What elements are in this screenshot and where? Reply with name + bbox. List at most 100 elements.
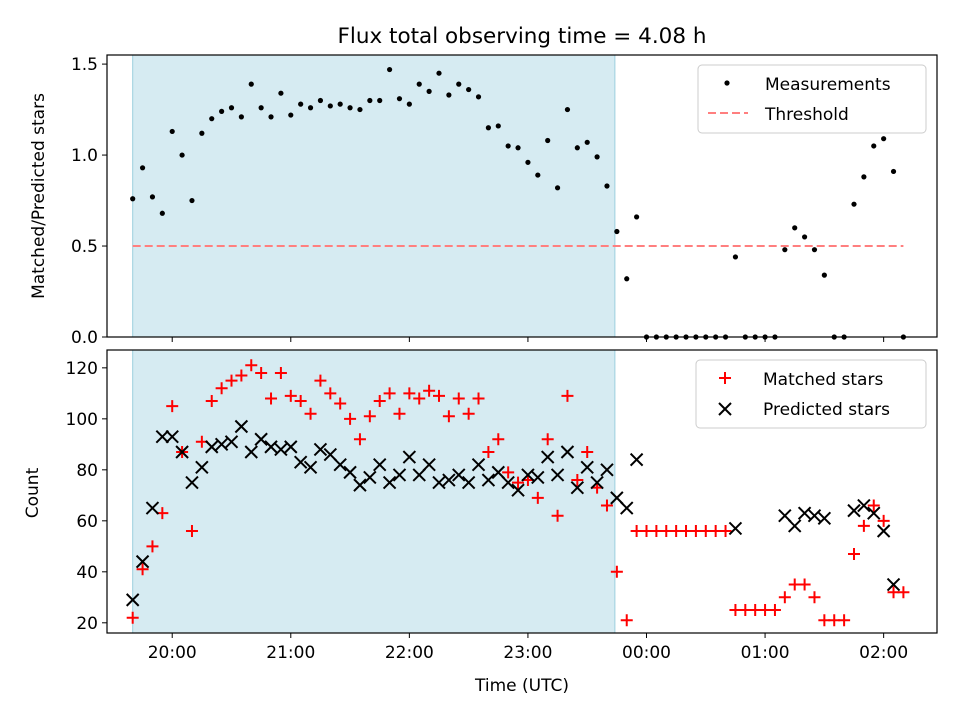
- measurement-point: [258, 105, 264, 111]
- measurement-point: [624, 276, 630, 282]
- measurement-point: [466, 86, 472, 93]
- ratio-panel: 0.0 0.5 1.0 1.5 Matched/Predicted stars Mea…: [29, 54, 938, 348]
- matched-star-point: [146, 540, 159, 553]
- measurement-point: [485, 125, 492, 131]
- predicted-star-point: [432, 475, 446, 490]
- predicted-star-point: [313, 442, 328, 457]
- x-tick-label: 01:00: [741, 643, 790, 663]
- measurement-point: [881, 136, 887, 142]
- legend-matched-marker: [719, 372, 731, 384]
- measurement-point: [614, 228, 620, 235]
- measurement-point: [219, 108, 225, 114]
- predicted-star-point: [323, 447, 338, 462]
- matched-star-point: [877, 514, 890, 527]
- measurement-point: [495, 123, 501, 129]
- predicted-star-point: [422, 458, 436, 472]
- predicted-star-point: [284, 440, 298, 454]
- predicted-star-point: [402, 450, 417, 464]
- predicted-star-point: [254, 432, 268, 446]
- count-y-tick-label: 40: [76, 563, 98, 583]
- measurement-point: [436, 70, 442, 76]
- measurement-point: [821, 272, 827, 278]
- matched-star-point: [324, 387, 337, 400]
- matched-star-point: [551, 509, 564, 522]
- matched-star-point: [571, 474, 584, 487]
- matched-star-point: [492, 433, 505, 446]
- measurement-point: [426, 88, 432, 94]
- matched-star-point: [274, 366, 287, 379]
- measurement-point: [238, 114, 244, 120]
- count-legend: Matched stars Predicted stars: [695, 359, 927, 429]
- measurement-point: [377, 97, 383, 104]
- measurement-point: [574, 145, 580, 151]
- measurement-point: [288, 112, 294, 118]
- matched-star-point: [403, 387, 416, 400]
- predicted-star-point: [540, 450, 555, 464]
- matched-star-point: [373, 394, 386, 407]
- predicted-star-point: [580, 460, 594, 474]
- measurement-point: [209, 116, 215, 122]
- predicted-star-point: [560, 445, 575, 459]
- measurement-point: [199, 130, 205, 136]
- matched-star-point: [778, 591, 791, 604]
- matched-star-point: [502, 466, 515, 479]
- measurement-point: [515, 145, 521, 151]
- measurement-point: [228, 105, 235, 111]
- predicted-star-point: [175, 445, 189, 459]
- matched-star-point: [215, 382, 228, 395]
- measurement-point: [782, 247, 788, 253]
- matched-star-point: [344, 412, 357, 425]
- legend-threshold-label: Threshold: [764, 105, 849, 125]
- matched-star-point: [284, 389, 297, 402]
- x-tick-label: 21:00: [266, 643, 315, 663]
- predicted-star-point: [867, 506, 881, 520]
- predicted-star-point: [797, 506, 812, 520]
- measurement-point: [851, 201, 857, 207]
- predicted-star-point: [274, 442, 288, 457]
- predicted-star-point: [264, 440, 278, 454]
- measurement-point: [130, 196, 136, 202]
- matched-star-point: [561, 389, 574, 402]
- matched-star-point: [353, 433, 366, 446]
- predicted-star-point: [234, 419, 249, 434]
- matched-star-point: [205, 394, 218, 407]
- predicted-star-point: [224, 435, 239, 449]
- predicted-star-point: [847, 503, 861, 518]
- predicted-star-point: [778, 509, 792, 523]
- measurement-point: [406, 101, 412, 107]
- predicted-star-point: [501, 475, 515, 490]
- matched-star-point: [304, 407, 317, 420]
- predicted-star-point: [590, 475, 604, 490]
- measurement-point: [634, 214, 640, 220]
- predicted-star-point: [145, 501, 160, 515]
- matched-star-point: [334, 397, 347, 410]
- matched-star-point: [452, 392, 465, 405]
- predicted-star-point: [303, 460, 318, 474]
- count-y-tick-label: 60: [76, 512, 98, 532]
- measurement-point: [446, 92, 452, 98]
- measurement-point: [801, 234, 808, 240]
- measurement-point: [189, 197, 195, 204]
- measurement-point: [871, 143, 877, 149]
- measurement-point: [179, 152, 185, 158]
- measurement-point: [416, 81, 422, 87]
- ratio-y-tick-label: 0.0: [71, 328, 98, 348]
- predicted-star-point: [343, 465, 357, 480]
- matched-star-point: [294, 394, 307, 407]
- count-y-tick-label: 80: [76, 461, 98, 481]
- ratio-shaded-span: [132, 54, 616, 338]
- legend-matched-label: Matched stars: [763, 370, 883, 390]
- matched-star-point: [423, 384, 436, 397]
- predicted-star-point: [135, 554, 150, 569]
- predicted-star-point: [610, 491, 624, 505]
- count-panel: 20 40 60 80 100 120 20:00 21:00 22:00 23:00 00:00 0…: [23, 349, 938, 696]
- matched-star-point: [442, 410, 455, 423]
- predicted-star-point: [412, 468, 426, 482]
- predicted-star-point: [728, 521, 743, 536]
- matched-star-point: [512, 476, 525, 489]
- matched-star-point: [472, 392, 485, 405]
- predicted-star-point: [461, 475, 476, 490]
- matched-star-point: [541, 433, 554, 446]
- x-tick-label: 23:00: [503, 643, 552, 663]
- count-y-tick-label: 100: [66, 410, 98, 430]
